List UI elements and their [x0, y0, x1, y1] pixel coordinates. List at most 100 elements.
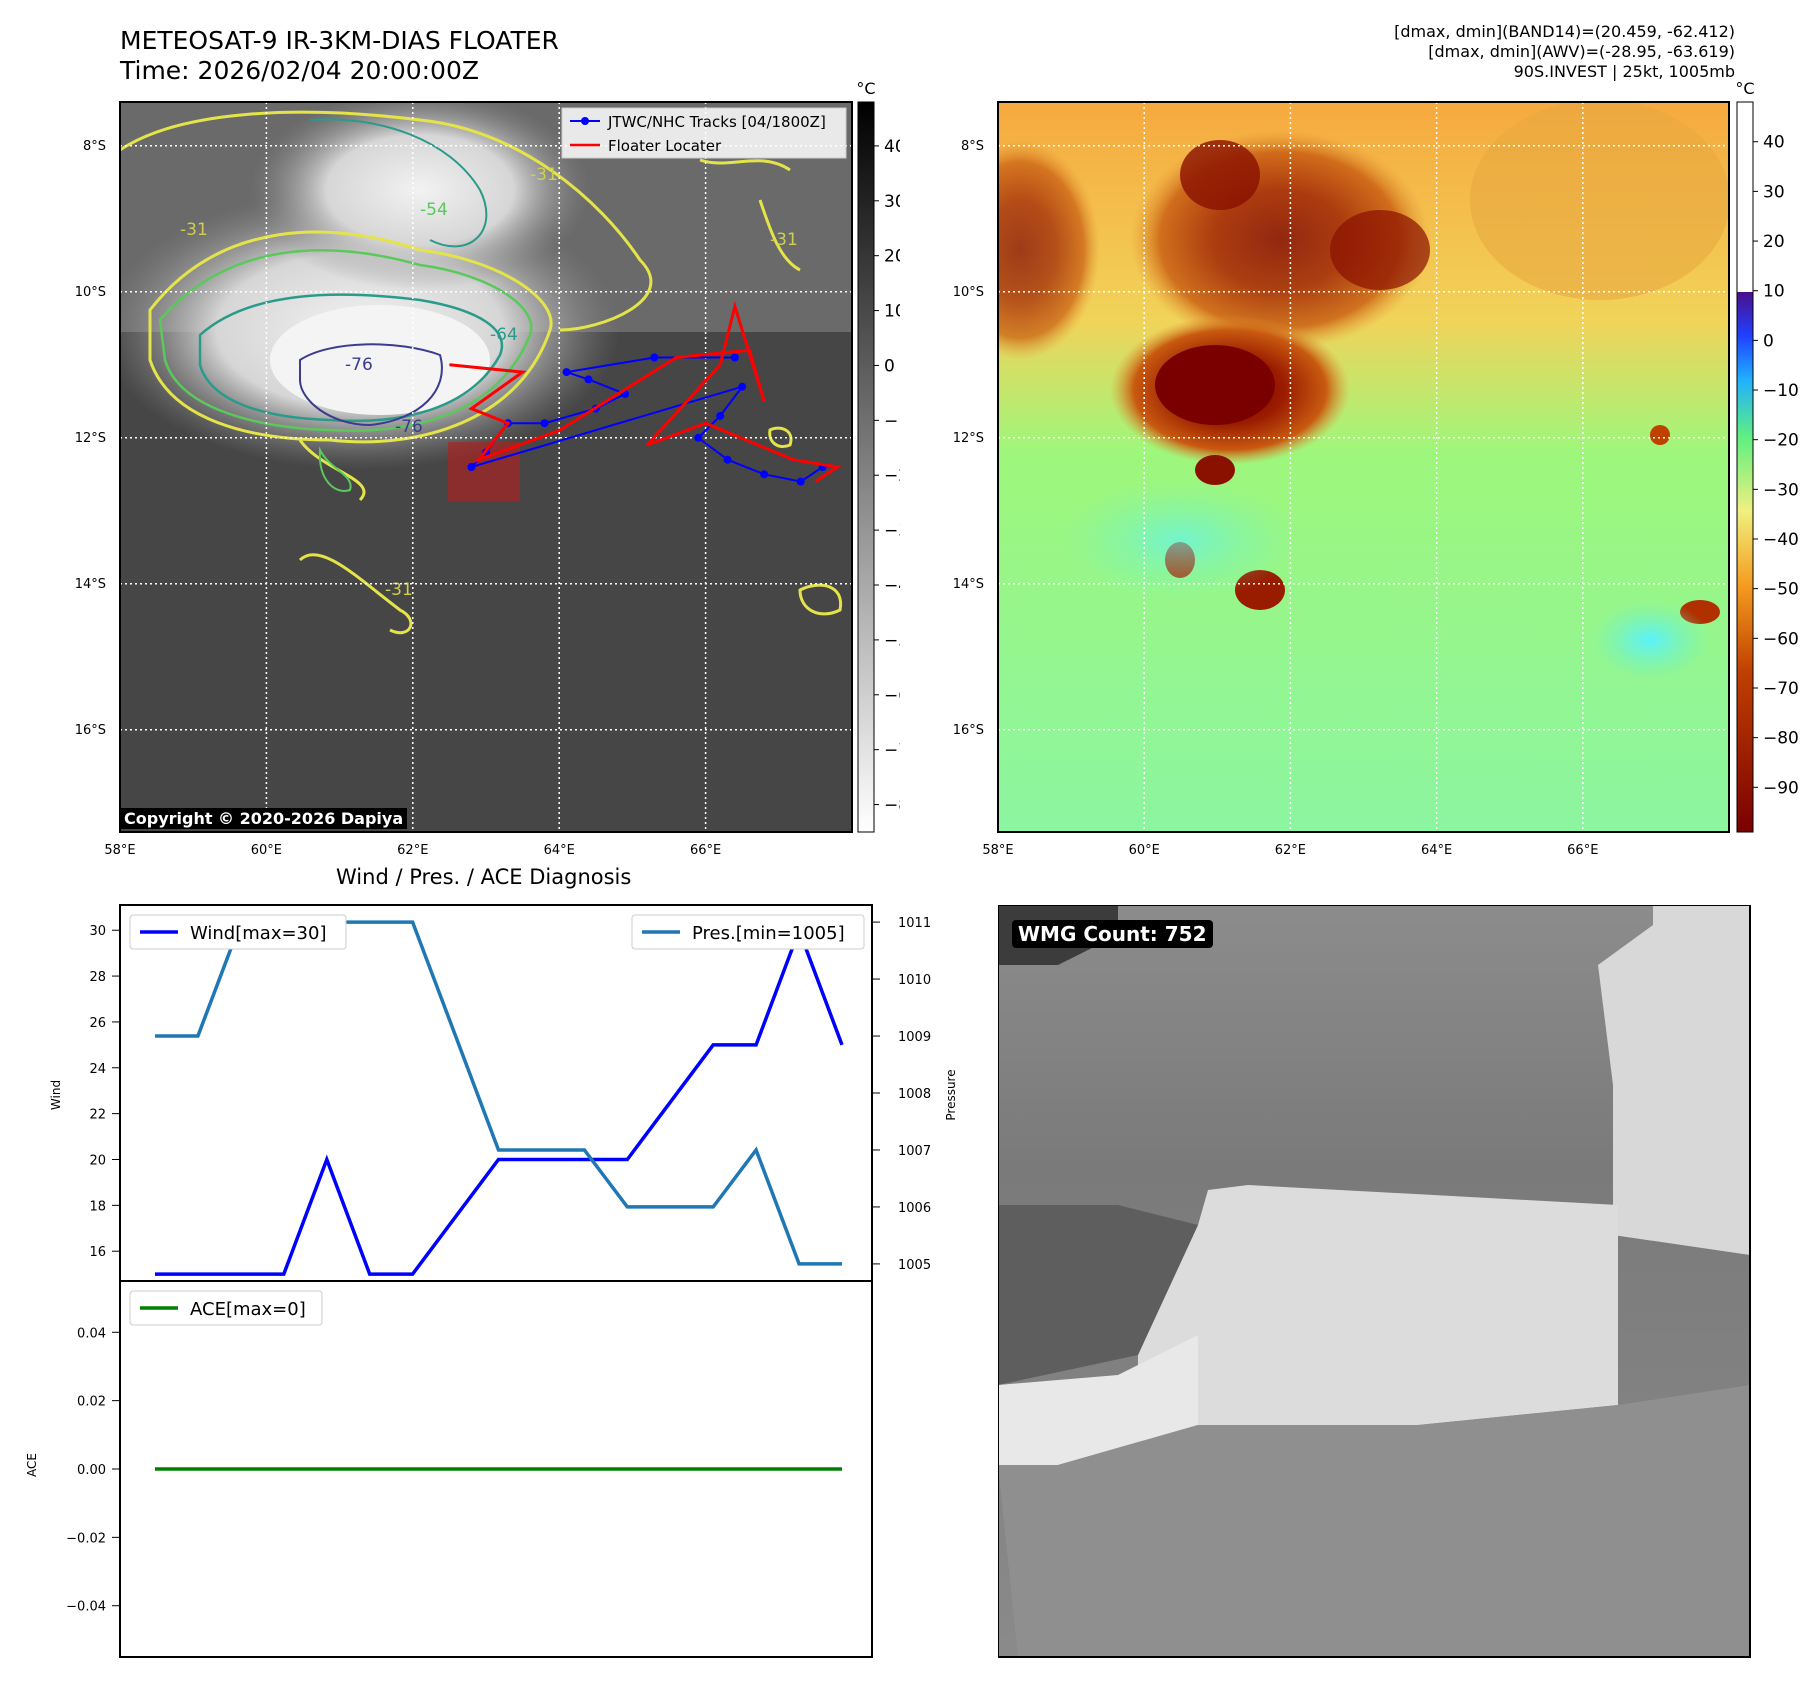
pressure-legend: Pres.[min=1005]: [631, 914, 865, 950]
ace-axis-label: ACE: [25, 1453, 39, 1477]
lat-tick-label: 8°S: [961, 139, 984, 154]
wind-tick-label: 28: [89, 970, 106, 985]
lon-tick-label: 58°E: [104, 843, 135, 858]
lon-tick-label: 60°E: [251, 843, 282, 858]
ace-tick-label: 0.02: [77, 1395, 106, 1410]
legend-locator-label: Floater Locater: [608, 137, 722, 155]
pressure-tick-label: 1011: [898, 916, 931, 931]
colorbar-tick-label: −90: [1763, 778, 1799, 798]
wind-tick-label: 18: [89, 1199, 106, 1214]
colorbar-tick-label: 0: [1763, 331, 1774, 351]
map-legend: JTWC/NHC Tracks [04/1800Z] Floater Locat…: [561, 107, 847, 159]
track-point: [723, 455, 732, 464]
lon-tick-label: 60°E: [1129, 843, 1160, 858]
legend-tracks-label: JTWC/NHC Tracks [04/1800Z]: [607, 113, 826, 131]
track-point: [796, 477, 805, 486]
track-point: [760, 470, 769, 479]
colorbar-tick-label: 10: [1763, 282, 1785, 302]
pressure-tick-label: 1009: [898, 1030, 931, 1045]
track-point: [650, 353, 659, 362]
colorbar-tick-label: −40: [1763, 530, 1799, 550]
track-point: [584, 375, 593, 384]
colorbar-tick-label: −10: [884, 411, 900, 431]
ir-satellite-map: -76 -76 -64 -54 -31 -31 -31 -31 8°S 10°S 1…: [75, 79, 900, 858]
info-line1: [dmax, dmin](BAND14)=(20.459, -62.412): [1394, 22, 1735, 41]
wind-tick-label: 16: [89, 1245, 106, 1260]
lon-tick-label: 62°E: [1275, 843, 1306, 858]
wind-legend-label: Wind[max=30]: [190, 923, 327, 944]
wmg-count-badge: WMG Count: 752: [1012, 920, 1213, 948]
lat-tick-label: 10°S: [75, 285, 106, 300]
ace-legend: ACE[max=0]: [129, 1290, 323, 1326]
wind-tick-label: 24: [89, 1062, 106, 1077]
wind-tick-label: 22: [89, 1108, 106, 1123]
contour-label-2: -76: [395, 417, 423, 437]
ace-tick-label: −0.02: [66, 1531, 106, 1546]
lon-tick-label: 58°E: [982, 843, 1013, 858]
contour-label-3: -64: [490, 325, 518, 345]
lat-tick-label: 16°S: [75, 723, 106, 738]
wind-series-line: [155, 925, 844, 1276]
track-point: [738, 382, 747, 391]
lat-tick-label: 16°S: [953, 723, 984, 738]
pressure-tick-label: 1007: [898, 1144, 931, 1159]
colorbar-tick-label: 40: [1763, 133, 1785, 153]
colorbar-tick-label: 30: [884, 192, 900, 212]
contour-label-4: -54: [420, 200, 448, 220]
info-line2: [dmax, dmin](AWV)=(-28.95, -63.619): [1428, 42, 1735, 61]
colorbar-tick-label: −40: [884, 576, 900, 596]
ir-colorbar-unit: °C: [856, 79, 875, 98]
info-line3: 90S.INVEST | 25kt, 1005mb: [1513, 62, 1735, 81]
lat-tick-label: 14°S: [953, 577, 984, 592]
pressure-tick-label: 1005: [898, 1258, 931, 1273]
ir-colorbar: [857, 101, 875, 833]
track-point: [730, 353, 739, 362]
lat-tick-label: 12°S: [953, 431, 984, 446]
lat-tick-label: 10°S: [953, 285, 984, 300]
floater-locater-line: [449, 300, 842, 483]
colorbar-tick-label: −80: [1763, 729, 1799, 749]
contour-label-7: -31: [770, 230, 798, 250]
colorbar-tick-label: −70: [1763, 679, 1799, 699]
lon-tick-label: 64°E: [1421, 843, 1452, 858]
lat-tick-label: 12°S: [75, 431, 106, 446]
track-point: [716, 411, 725, 420]
track-point: [562, 368, 571, 377]
ace-tick-label: −0.04: [66, 1600, 106, 1615]
wind-tick-label: 20: [89, 1153, 106, 1168]
contour-label-1: -76: [345, 355, 373, 375]
colorbar-tick-label: −20: [1763, 431, 1799, 451]
track-point: [694, 433, 703, 442]
colorbar-tick-label: 30: [1763, 182, 1785, 202]
lon-tick-label: 66°E: [1567, 843, 1598, 858]
lat-tick-label: 14°S: [75, 577, 106, 592]
colorbar-tick-label: 40: [884, 137, 900, 157]
awv-colorbar-unit: °C: [1735, 79, 1754, 98]
wind-legend: Wind[max=30]: [129, 914, 347, 950]
colorbar-tick-label: −50: [884, 631, 900, 651]
lon-tick-label: 62°E: [397, 843, 428, 858]
colorbar-tick-label: −30: [884, 521, 900, 541]
contour-label-5: -31: [180, 220, 208, 240]
wind-axis-label: Wind: [49, 1080, 63, 1110]
pressure-tick-label: 1010: [898, 973, 931, 988]
track-point: [467, 463, 476, 471]
colorbar-tick-label: 0: [884, 356, 895, 376]
colorbar-tick-label: −80: [884, 796, 900, 816]
awv-gridlines: [998, 102, 1729, 832]
track-point: [540, 419, 549, 428]
colorbar-tick-label: −50: [1763, 580, 1799, 600]
title-line1: METEOSAT-9 IR-3KM-DIAS FLOATER: [120, 26, 559, 55]
lon-tick-label: 64°E: [544, 843, 575, 858]
pressure-axis-label: Pressure: [944, 1069, 958, 1120]
colorbar-tick-label: 10: [884, 302, 900, 322]
colorbar-tick-label: −60: [884, 686, 900, 706]
diagnosis-title: Wind / Pres. / ACE Diagnosis: [336, 865, 632, 889]
wind-tick-label: 26: [89, 1016, 106, 1031]
awv-map: 8°S 10°S 12°S 14°S 16°S 58°E 60°E 62°E 64°E 66°E…: [953, 79, 1799, 858]
ace-legend-label: ACE[max=0]: [190, 1299, 306, 1320]
wind-pressure-chart: 16 18 20 22 24 26 28 30 1005 1006 1007 1008 1009 101…: [25, 904, 958, 1658]
colorbar-tick-label: −30: [1763, 480, 1799, 500]
colorbar-tick-label: −70: [884, 741, 900, 761]
pressure-legend-label: Pres.[min=1005]: [692, 923, 845, 944]
